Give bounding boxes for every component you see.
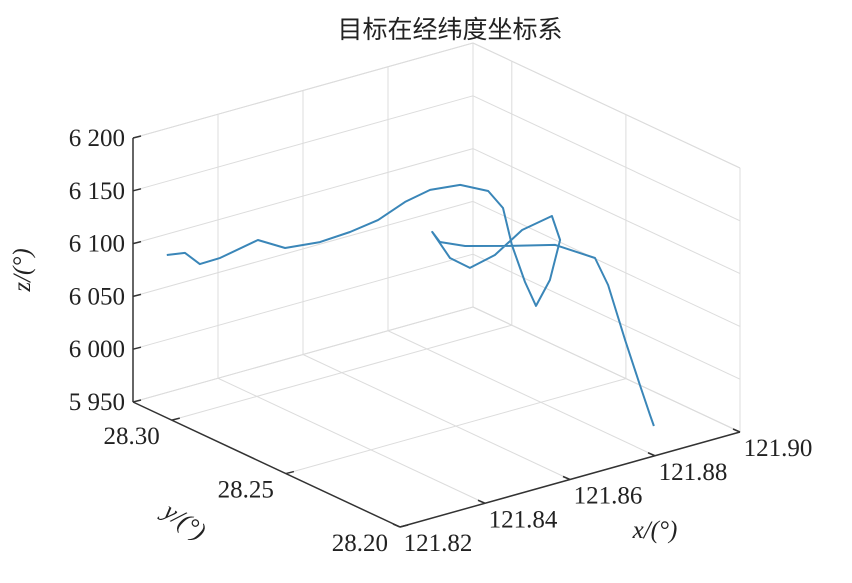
grid-line <box>217 377 486 504</box>
chart-title: 目标在经纬度坐标系 <box>337 16 562 44</box>
y-tick <box>285 470 295 475</box>
z-tick-label: 6 050 <box>69 283 125 310</box>
z-tick <box>132 346 142 350</box>
x-tick <box>562 475 571 481</box>
grid-line <box>132 95 474 192</box>
grid-line <box>132 200 474 297</box>
z-tick <box>132 135 142 139</box>
x-tick-label: 121.82 <box>404 530 473 557</box>
grid-line <box>132 148 474 245</box>
z-tick <box>132 240 142 245</box>
z-tick-label: 6 000 <box>69 336 125 363</box>
y-tick-label: 28.25 <box>218 477 274 504</box>
x-tick <box>477 499 486 504</box>
z-tick-label: 6 100 <box>69 231 125 258</box>
y-tick <box>171 417 180 421</box>
grid-line <box>387 330 656 457</box>
y-axis-label: y/(°) <box>156 496 211 545</box>
x-axis-label: x/(°) <box>632 517 678 544</box>
grid-line <box>132 42 474 139</box>
y-tick-label: 28.20 <box>332 530 388 557</box>
y-tick <box>399 524 409 528</box>
grid-line <box>472 200 741 327</box>
z-tick <box>132 293 142 298</box>
grid-line <box>472 306 741 433</box>
grid-line <box>285 378 627 475</box>
x-tick-label: 121.84 <box>489 506 558 533</box>
grid-line <box>472 148 741 275</box>
y-axis <box>132 401 401 528</box>
grid-line <box>132 253 474 350</box>
z-tick-label: 6 150 <box>69 178 125 205</box>
grid-line <box>472 42 741 169</box>
x-tick-label: 121.86 <box>574 483 643 510</box>
trajectory-line <box>166 183 655 427</box>
z-tick-label: 5 950 <box>69 389 125 416</box>
x-tick <box>732 428 741 433</box>
grid-line <box>171 324 512 421</box>
z-axis-label: z/(°) <box>9 248 36 292</box>
grid-line <box>302 354 571 480</box>
grid-line <box>472 95 741 222</box>
z-tick <box>132 399 142 403</box>
x-tick <box>392 523 401 528</box>
z-tick <box>132 188 142 192</box>
x-tick-label: 121.88 <box>659 459 728 486</box>
grid-line <box>132 306 474 403</box>
y-tick-label: 28.30 <box>104 423 160 450</box>
x-tick-label: 121.90 <box>744 435 813 462</box>
z-tick-label: 6 200 <box>69 125 125 152</box>
grid-line <box>472 253 741 380</box>
x-tick <box>647 452 656 457</box>
